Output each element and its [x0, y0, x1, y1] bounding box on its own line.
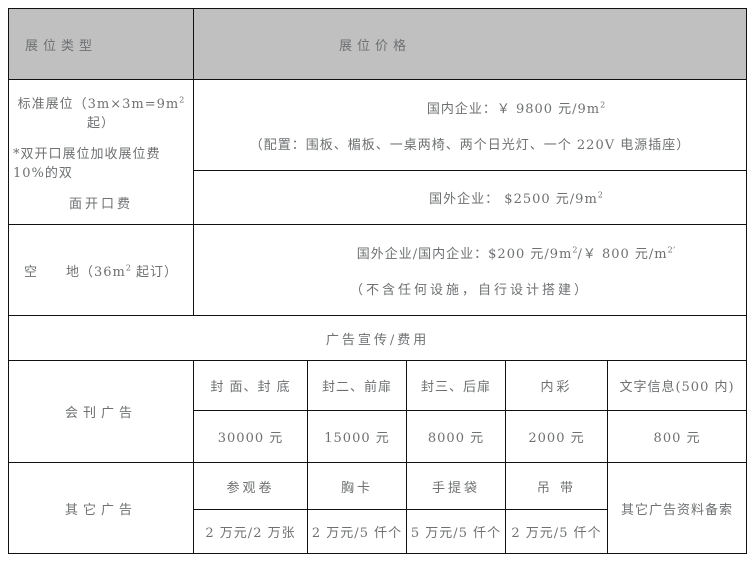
standard-booth-label-line1: 标准展位（3m×3m=9m2起） [17, 95, 185, 131]
domestic-price-cell: 国内企业：￥ 9800 元/9m2 （配置：围板、楣板、一桌两椅、两个日光灯、一… [192, 79, 748, 171]
foreign-price-cell: 国外企业： $2500 元/9m2 [192, 170, 748, 225]
standard-booth-label-line3: 面开口费 [68, 196, 133, 212]
open-space-price-cell: 国外企业/国内企业：$200 元/9m2/￥ 800 元/m2’ （不含任何设施… [192, 224, 748, 316]
journal-ad-col-inner-color: 内彩 [505, 360, 608, 411]
journal-ads-header-row: 会刊广告 封 面、封 底 封二、前扉 封三、后扉 内彩 文字信息(500 内) [8, 360, 748, 463]
ads-section-row: 广告宣传/费用 [7, 315, 748, 361]
journal-ad-price-inner-color: 2000 元 [505, 410, 608, 463]
booth-price-header-cell: 展位价格 [192, 8, 748, 80]
journal-ads-label-cell: 会刊广告 [8, 360, 194, 463]
booth-config-note: （配置：围板、楣板、一桌两椅、两个日光灯、一个 220V 电源插座） [249, 137, 691, 153]
journal-ad-price-text-info: 800 元 [606, 410, 748, 463]
standard-booth-label-line2: *双开口展位加收展位费 10%的双 [13, 146, 161, 181]
squared-superscript: 2 [600, 100, 606, 110]
header-row: 展位类型 展位价格 [8, 8, 748, 80]
domestic-price-line: 国内企业：￥ 9800 元/9m2 [426, 100, 606, 117]
journal-ads-label: 会刊广告 [64, 406, 137, 421]
other-ad-price-badge: 2 万元/5 仟个 [307, 509, 407, 554]
booth-type-header-label: 展位类型 [25, 38, 98, 54]
other-ads-note-cell: 其它广告资料备索 [606, 462, 748, 554]
squared-superscript: 2 [572, 245, 578, 255]
other-ads-price-row: 2 万元/2 万张 2 万元/5 仟个 5 万元/5 仟个 2 万元/5 仟个 [9, 509, 747, 554]
standard-booth-foreign-row: 国外企业： $2500 元/9m2 [9, 170, 748, 225]
standard-booth-label-cell: 标准展位（3m×3m=9m2起） *双开口展位加收展位费 10%的双 面开口费 [8, 79, 194, 225]
journal-ad-col-inside-back: 封三、后扉 [406, 360, 506, 411]
booth-type-header-cell: 展位类型 [8, 8, 194, 80]
journal-ad-price-inside-front: 15000 元 [307, 410, 407, 463]
other-ads-label-cell: 其它广告 [8, 462, 194, 554]
other-ad-col-lanyard: 吊 带 [505, 462, 608, 510]
other-ad-col-bag: 手提袋 [406, 462, 506, 510]
open-space-row: 空 地（36m2 起订） 国外企业/国内企业：$200 元/9m2/￥ 800 … [8, 224, 748, 316]
other-ad-col-badge: 胸卡 [307, 462, 407, 510]
other-ads-label: 其它广告 [64, 502, 137, 518]
journal-ad-price-cover: 30000 元 [193, 410, 308, 463]
other-ad-price-visitor-ticket: 2 万元/2 万张 [193, 509, 308, 554]
open-space-price-line: 国外企业/国内企业：$200 元/9m2/￥ 800 元/m2’ [356, 245, 676, 262]
journal-ads-price-row: 30000 元 15000 元 8000 元 2000 元 800 元 [9, 410, 748, 463]
open-space-label-cell: 空 地（36m2 起订） [8, 224, 194, 316]
journal-ad-price-inside-back: 8000 元 [406, 410, 506, 463]
squared-superscript: 2’ [667, 245, 676, 255]
ads-section-title-cell: 广告宣传/费用 [7, 315, 748, 361]
pricing-table: 展位类型 展位价格 标准展位（3m×3m=9m2起） *双开口展位加收展位费 1… [7, 8, 748, 554]
foreign-price-line: 国外企业： $2500 元/9m2 [429, 190, 603, 207]
other-ads-note: 其它广告资料备索 [621, 502, 734, 518]
booth-price-header-label: 展位价格 [339, 38, 412, 54]
other-ad-col-visitor-ticket: 参观卷 [193, 462, 308, 510]
open-space-label: 空 地（36m2 起订） [23, 263, 179, 280]
other-ad-price-lanyard: 2 万元/5 仟个 [505, 509, 608, 554]
squared-superscript: 2 [125, 263, 131, 273]
other-ad-price-bag: 5 万元/5 仟个 [406, 509, 506, 554]
open-space-note: （不含任何设施，自行设计搭建） [350, 282, 591, 298]
squared-superscript: 2 [179, 95, 185, 105]
standard-booth-domestic-row: 标准展位（3m×3m=9m2起） *双开口展位加收展位费 10%的双 面开口费 … [8, 79, 748, 225]
squared-superscript: 2 [597, 190, 603, 200]
journal-ad-col-cover: 封 面、封 底 [193, 360, 308, 411]
journal-ad-col-text-info: 文字信息(500 内) [606, 360, 748, 411]
journal-ad-col-inside-front: 封二、前扉 [307, 360, 407, 411]
other-ads-header-row: 其它广告 参观卷 胸卡 手提袋 吊 带 其它广告资料备索 [8, 462, 748, 554]
ads-section-title: 广告宣传/费用 [325, 332, 430, 348]
